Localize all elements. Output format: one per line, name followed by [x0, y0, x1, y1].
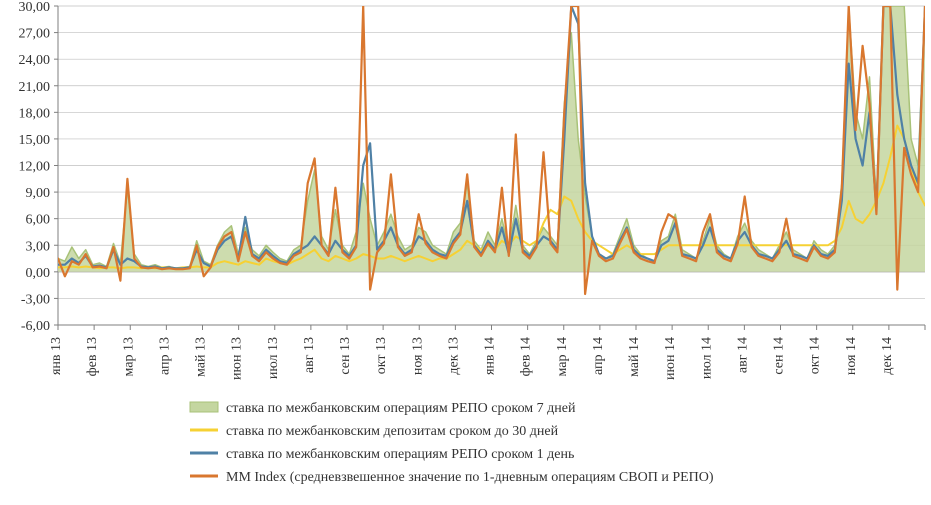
- svg-text:ставка по межбанковским операц: ставка по межбанковским операциям РЕПО с…: [226, 401, 576, 416]
- svg-text:ставка по межбанковским операц: ставка по межбанковским операциям РЕПО с…: [226, 447, 574, 462]
- svg-text:дек 13: дек 13: [446, 337, 461, 375]
- svg-text:мар 13: мар 13: [121, 337, 136, 376]
- svg-text:6,00: 6,00: [26, 213, 51, 228]
- svg-text:июл 13: июл 13: [266, 337, 281, 379]
- svg-text:дек 14: дек 14: [880, 337, 895, 375]
- svg-text:21,00: 21,00: [19, 80, 51, 95]
- svg-text:окт 13: окт 13: [374, 337, 389, 374]
- svg-text:мар 14: мар 14: [555, 337, 570, 376]
- svg-text:24,00: 24,00: [19, 53, 51, 68]
- svg-text:3,00: 3,00: [26, 239, 51, 254]
- svg-text:май 14: май 14: [627, 337, 642, 377]
- svg-text:ноя 13: ноя 13: [410, 337, 425, 375]
- svg-text:фев 13: фев 13: [85, 337, 100, 376]
- svg-text:ноя 14: ноя 14: [844, 337, 859, 375]
- svg-text:фев 14: фев 14: [519, 337, 534, 376]
- svg-text:июн 14: июн 14: [663, 337, 678, 380]
- svg-text:18,00: 18,00: [19, 106, 51, 121]
- svg-text:0,00: 0,00: [26, 266, 51, 281]
- svg-text:апр 14: апр 14: [591, 337, 606, 375]
- svg-text:27,00: 27,00: [19, 27, 51, 42]
- svg-text:9,00: 9,00: [26, 186, 51, 201]
- svg-text:12,00: 12,00: [19, 160, 51, 175]
- svg-text:авг 13: авг 13: [302, 337, 317, 373]
- svg-text:MM Index (средневзвешенное зна: MM Index (средневзвешенное значение по 1…: [226, 470, 714, 485]
- svg-text:авг 14: авг 14: [735, 337, 750, 373]
- svg-text:июн 13: июн 13: [230, 337, 245, 380]
- svg-text:-6,00: -6,00: [21, 319, 50, 334]
- chart-svg: -6,00 -3,00 0,00 3,00 6,00 9,00 12,00 15,00 18,0…: [0, 0, 931, 505]
- svg-text:сен 14: сен 14: [772, 337, 787, 375]
- svg-text:янв 13: янв 13: [49, 337, 64, 375]
- svg-text:май 13: май 13: [194, 337, 209, 377]
- svg-text:15,00: 15,00: [19, 133, 51, 148]
- svg-text:30,00: 30,00: [19, 0, 51, 15]
- svg-text:ставка по межбанковским депози: ставка по межбанковским депозитам сроком…: [226, 424, 559, 439]
- svg-text:июл 14: июл 14: [699, 337, 714, 379]
- svg-text:апр 13: апр 13: [157, 337, 172, 375]
- svg-text:янв 14: янв 14: [483, 337, 498, 375]
- svg-text:окт 14: окт 14: [808, 337, 823, 374]
- rates-chart: -6,00 -3,00 0,00 3,00 6,00 9,00 12,00 15,00 18,0…: [0, 0, 931, 505]
- svg-text:-3,00: -3,00: [21, 292, 50, 307]
- svg-text:сен 13: сен 13: [338, 337, 353, 375]
